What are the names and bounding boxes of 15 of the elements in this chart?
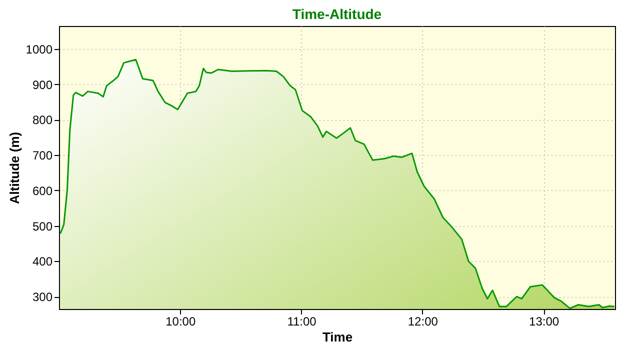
chart-title: Time-Altitude [292, 6, 382, 22]
y-tick-label: 800 [32, 113, 53, 128]
x-tick-label: 10:00 [166, 314, 196, 328]
y-tick-label: 300 [32, 290, 53, 304]
y-tick-label: 900 [32, 78, 53, 92]
x-tick-label: 13:00 [529, 314, 560, 328]
y-tick-label: 400 [32, 254, 53, 269]
y-tick-label: 700 [32, 148, 53, 163]
x-axis-title: Time [322, 330, 353, 344]
y-axis-title: Altitude (m) [6, 132, 22, 204]
y-tick-label: 600 [32, 184, 53, 198]
x-tick-label: 11:00 [287, 314, 317, 328]
x-tick-label: 12:00 [408, 314, 438, 328]
y-tick-label: 1000 [26, 42, 53, 56]
y-tick-label: 500 [32, 219, 53, 234]
